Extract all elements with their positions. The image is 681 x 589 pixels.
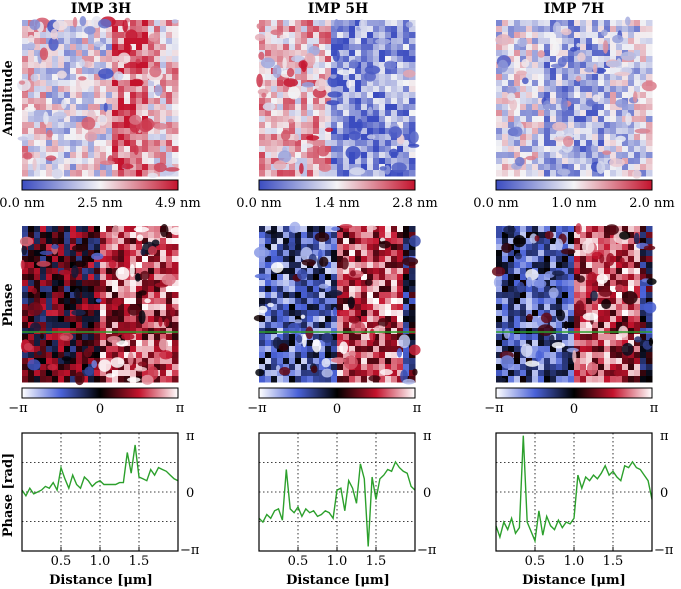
- column-title-3: IMP 7H: [544, 1, 604, 17]
- xtick-label: 1.0: [327, 554, 348, 569]
- phase-cbar-1-max: π: [176, 401, 185, 416]
- profile-2-ytick-mid: 0: [423, 486, 431, 501]
- phase-colorbar-3: −π 0 π: [484, 387, 659, 417]
- xtick-label: 1.5: [603, 554, 624, 569]
- phase-cbar-3-min: −π: [484, 401, 504, 416]
- amplitude-image-3: [495, 16, 657, 179]
- xtick-label: 1.5: [366, 554, 387, 569]
- xtick-label: 1.0: [564, 554, 585, 569]
- amp-cbar-1-mid: 2.5 nm: [77, 196, 123, 211]
- amplitude-image-2: [254, 18, 420, 177]
- phase-images: [19, 221, 657, 386]
- xtick-label: 0.5: [288, 554, 309, 569]
- amp-cbar-3-min: 0.0 nm: [473, 196, 519, 211]
- amp-cbar-1-min: 0.0 nm: [0, 196, 45, 211]
- profile-2-ytick-top: π: [423, 429, 432, 444]
- amplitude-images: [17, 15, 657, 179]
- phase-image-3: [491, 223, 657, 383]
- xtick-label: 1.0: [90, 554, 111, 569]
- row-label-phase: Phase: [1, 283, 16, 326]
- phase-cbar-1-min: −π: [8, 401, 28, 416]
- profile-2-ytick-bottom: −π: [417, 543, 437, 558]
- amp-cbar-2-mid: 1.4 nm: [314, 196, 360, 211]
- profile-3-ytick-mid: 0: [660, 486, 668, 501]
- phase-cbar-2-max: π: [413, 401, 422, 416]
- profile-line-2: [258, 460, 416, 547]
- amp-cbar-1-max: 4.9 nm: [155, 196, 201, 211]
- amplitude-colorbar-2: 0.0 nm 1.4 nm 2.8 nm: [236, 179, 438, 211]
- profile-3-ytick-bottom: −π: [654, 543, 674, 558]
- profile-2-xlabel: Distance [μm]: [286, 573, 390, 588]
- profile-2-yticks: π 0 −π: [417, 429, 437, 558]
- phase-cbar-2-mid: 0: [333, 402, 341, 417]
- phase-cbar-2-min: −π: [247, 401, 267, 416]
- amp-cbar-2-max: 2.8 nm: [392, 196, 438, 211]
- phase-colorbar-1: −π 0 π: [8, 387, 185, 417]
- phase-profile-plot-2: 0.5 1.0 1.5: [258, 432, 416, 569]
- phase-cbar-1-mid: 0: [96, 402, 104, 417]
- column-title-2: IMP 5H: [308, 1, 368, 17]
- amplitude-colorbar-3: 0.0 nm 1.0 nm 2.0 nm: [473, 179, 675, 211]
- row-label-amplitude: Amplitude: [1, 60, 16, 137]
- amplitude-colorbar-1: 0.0 nm 2.5 nm 4.9 nm: [0, 179, 201, 211]
- profile-line-3: [495, 435, 653, 544]
- profile-3-xlabel: Distance [μm]: [522, 573, 626, 588]
- profile-1-xlabel: Distance [μm]: [49, 573, 153, 588]
- xtick-label: 1.5: [129, 554, 150, 569]
- column-title-1: IMP 3H: [71, 1, 131, 17]
- profile-line-1: [21, 444, 179, 498]
- xtick-label: 0.5: [525, 554, 546, 569]
- phase-colorbar-2: −π 0 π: [247, 387, 422, 417]
- xtick-label: 0.5: [51, 554, 72, 569]
- amp-cbar-2-min: 0.0 nm: [236, 196, 282, 211]
- phase-image-2: [253, 221, 421, 385]
- profile-1-yticks: π 0 −π: [180, 429, 200, 558]
- amplitude-image-1: [17, 15, 180, 179]
- phase-cbar-3-mid: 0: [570, 402, 578, 417]
- profile-1-ytick-bottom: −π: [180, 543, 200, 558]
- phase-image-1: [19, 224, 182, 386]
- phase-profile-plot-3: 0.5 1.0 1.5: [495, 432, 653, 569]
- amp-cbar-3-max: 2.0 nm: [629, 196, 675, 211]
- profile-1-ytick-mid: 0: [186, 486, 194, 501]
- profile-3-yticks: π 0 −π: [654, 429, 674, 558]
- profile-1-ytick-top: π: [186, 429, 195, 444]
- profile-3-ytick-top: π: [660, 429, 669, 444]
- profile-ylabel: Phase [rad]: [1, 453, 16, 537]
- phase-profile-plot-1: 0.5 1.0 1.5: [21, 432, 179, 569]
- phase-cbar-3-max: π: [650, 401, 659, 416]
- amp-cbar-3-mid: 1.0 nm: [551, 196, 597, 211]
